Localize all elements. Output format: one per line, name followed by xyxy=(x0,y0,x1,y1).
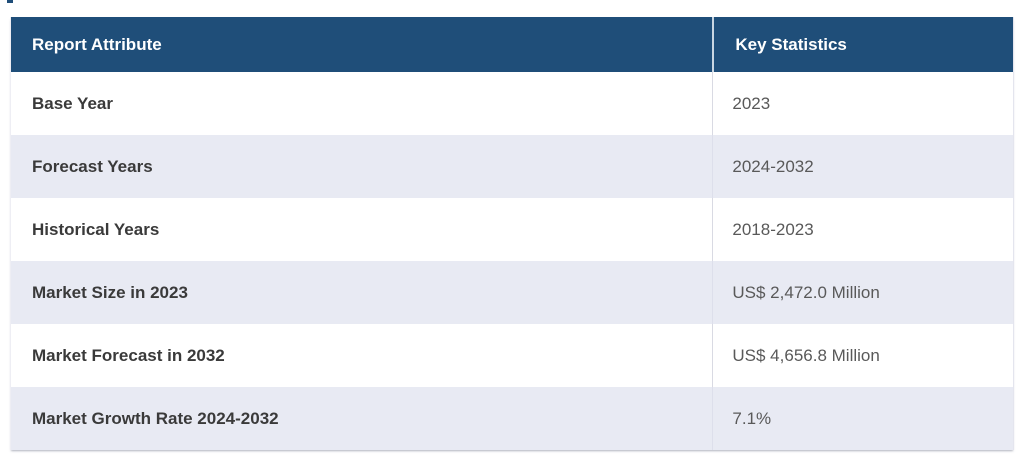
top-edge-artifact xyxy=(7,0,13,3)
value-cell: 2024-2032 xyxy=(712,135,1013,198)
column-header-key-statistics: Key Statistics xyxy=(712,17,1013,72)
attribute-cell: Base Year xyxy=(32,93,113,113)
table-row: Market Forecast in 2032 US$ 4,656.8 Mill… xyxy=(11,324,1013,387)
table-row: Base Year 2023 xyxy=(11,72,1013,135)
attribute-cell: Market Size in 2023 xyxy=(32,282,188,302)
attribute-cell: Market Growth Rate 2024-2032 xyxy=(32,408,279,428)
value-cell: 2023 xyxy=(712,72,1013,135)
table-header-row: Report Attribute Key Statistics xyxy=(11,17,1013,72)
value-cell: 7.1% xyxy=(712,387,1013,450)
report-summary-table: Report Attribute Key Statistics Base Yea… xyxy=(10,17,1014,450)
table-row: Historical Years 2018-2023 xyxy=(11,198,1013,261)
table-body: Base Year 2023 Forecast Years 2024-2032 … xyxy=(11,72,1013,450)
table-row: Market Growth Rate 2024-2032 7.1% xyxy=(11,387,1013,450)
attribute-cell: Market Forecast in 2032 xyxy=(32,345,225,365)
value-cell: 2018-2023 xyxy=(712,198,1013,261)
value-cell: US$ 4,656.8 Million xyxy=(712,324,1013,387)
column-header-report-attribute: Report Attribute xyxy=(32,34,162,54)
table-row: Market Size in 2023 US$ 2,472.0 Million xyxy=(11,261,1013,324)
value-cell: US$ 2,472.0 Million xyxy=(712,261,1013,324)
table-row: Forecast Years 2024-2032 xyxy=(11,135,1013,198)
attribute-cell: Forecast Years xyxy=(32,156,153,176)
attribute-cell: Historical Years xyxy=(32,219,160,239)
